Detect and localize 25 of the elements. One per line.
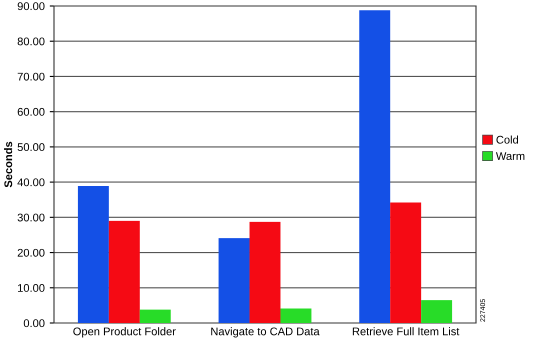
bar xyxy=(250,222,280,323)
y-axis-title: Seconds xyxy=(4,142,12,188)
bar xyxy=(390,202,422,323)
bar xyxy=(78,186,109,323)
bar xyxy=(108,220,140,323)
y-tick-label: 90.00 xyxy=(18,2,45,10)
y-tick-label: 30.00 xyxy=(18,214,45,222)
y-tick-label: 60.00 xyxy=(18,108,45,116)
x-tick-label: Navigate to CAD Data xyxy=(211,327,320,338)
bar xyxy=(280,308,312,323)
y-tick-label: 0.00 xyxy=(24,319,45,328)
legend-label: Cold xyxy=(496,136,518,144)
y-tick-label: 50.00 xyxy=(18,143,45,152)
y-tick-label: 40.00 xyxy=(17,178,45,186)
bar xyxy=(359,10,390,323)
bar xyxy=(218,238,250,323)
y-tick-label: 70.00 xyxy=(18,72,45,81)
x-tick-label: Open Product Folder xyxy=(73,327,176,338)
bar xyxy=(140,310,171,323)
y-tick-label: 80.00 xyxy=(18,37,45,46)
y-tick-label: 20.00 xyxy=(18,248,45,257)
bar xyxy=(421,300,452,323)
x-tick-label: Retrieve Full Item List xyxy=(352,327,460,336)
y-tick-label: 10.00 xyxy=(18,284,45,292)
legend-label: Warm xyxy=(496,152,524,160)
